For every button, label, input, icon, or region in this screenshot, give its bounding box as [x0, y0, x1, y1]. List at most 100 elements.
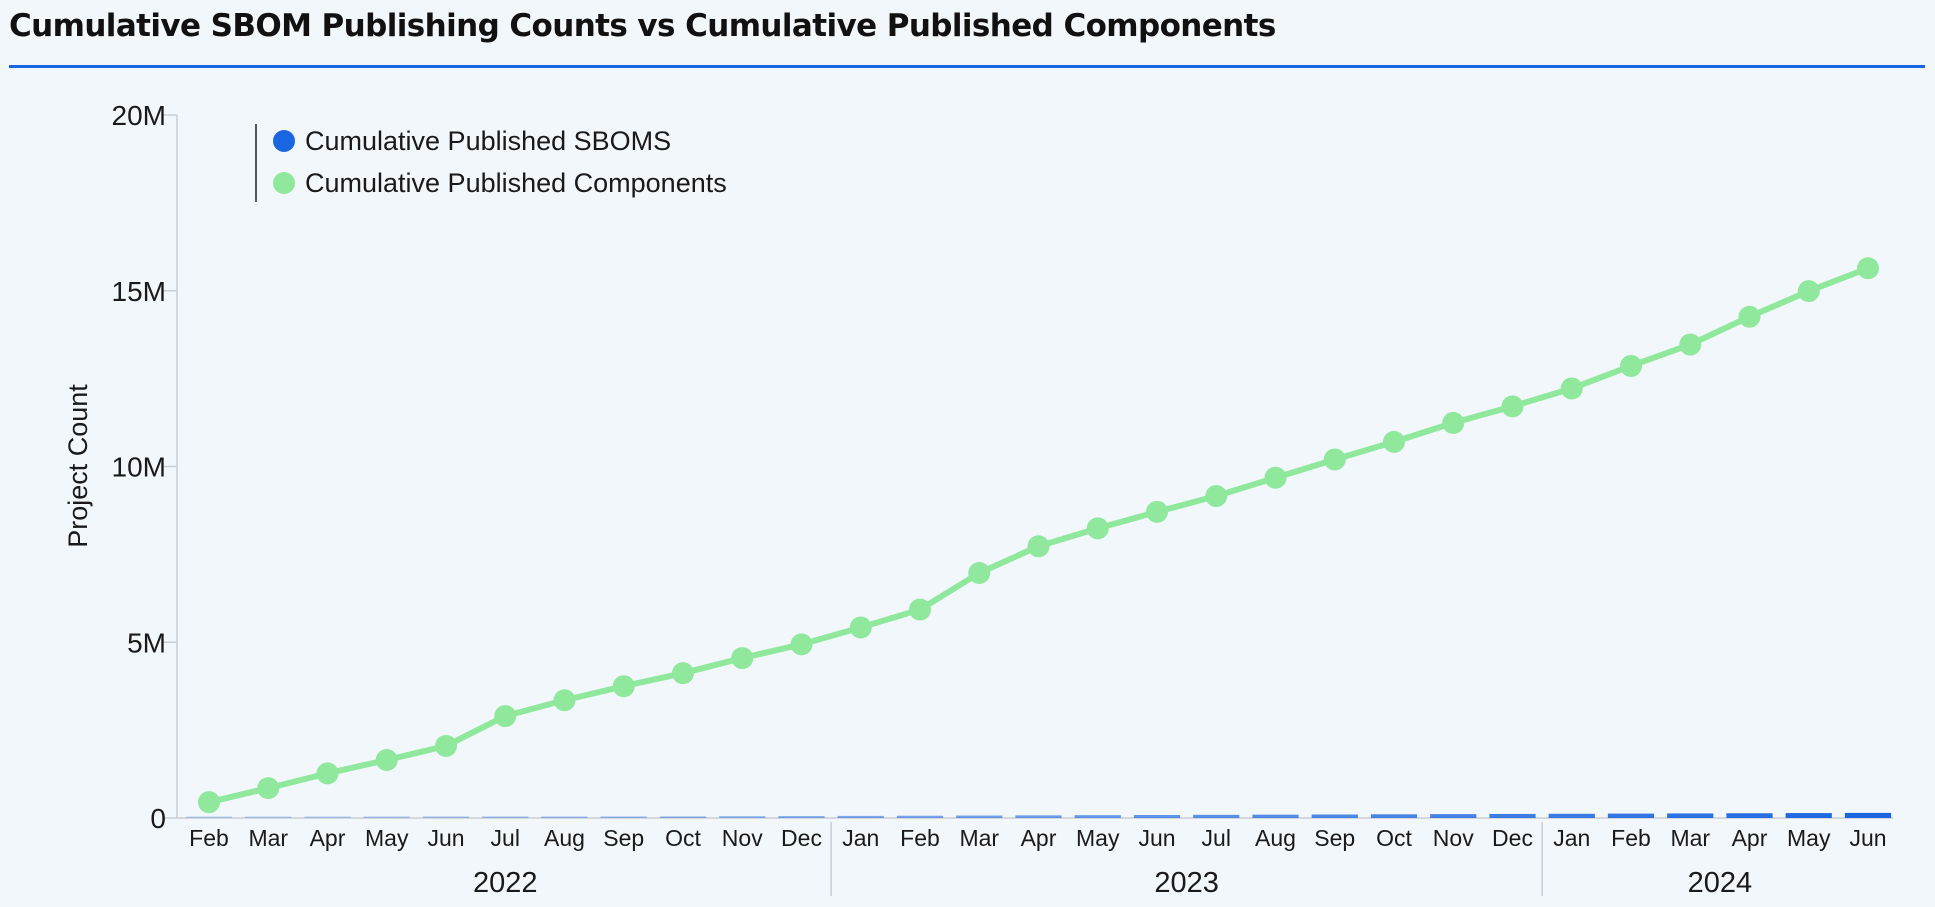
- components-point: [198, 791, 220, 814]
- components-point: [257, 777, 280, 800]
- legend-label: Cumulative Published SBOMS: [305, 126, 671, 156]
- x-tick-label: May: [365, 825, 409, 851]
- x-tick-label: Jun: [427, 825, 464, 851]
- components-point: [731, 647, 754, 670]
- components-point: [1383, 430, 1405, 453]
- components-point: [1679, 333, 1702, 356]
- x-tick-label: Apr: [1021, 825, 1057, 851]
- x-tick-label: Aug: [544, 825, 585, 851]
- sbom-bar: [719, 816, 766, 818]
- sbom-bar: [1430, 814, 1477, 818]
- x-tick-label: Jul: [1202, 825, 1231, 851]
- sbom-bar: [1193, 814, 1240, 818]
- components-point: [1442, 411, 1465, 434]
- sbom-bar: [245, 816, 292, 818]
- components-point: [612, 675, 635, 698]
- x-tick-label: Mar: [959, 825, 999, 851]
- year-label: 2023: [1154, 867, 1219, 899]
- sbom-bar: [185, 816, 233, 818]
- y-tick-label: 10M: [112, 452, 166, 483]
- y-tick-label: 0: [150, 803, 166, 834]
- year-label: 2024: [1688, 867, 1753, 899]
- components-point: [909, 598, 931, 621]
- components-point: [375, 749, 398, 772]
- x-tick-label: Jan: [1553, 825, 1590, 851]
- sbom-bar: [956, 815, 1003, 818]
- x-tick-label: Apr: [1732, 825, 1768, 851]
- sbom-bar: [659, 816, 707, 818]
- sbom-bar: [541, 816, 588, 818]
- components-point: [968, 562, 991, 585]
- x-tick-label: May: [1787, 825, 1831, 851]
- axes-layer: 0 5M 10M 15M 20M Feb Mar Apr May Jun Jul Aug Sep Oct N…: [112, 100, 1893, 899]
- components-point: [1027, 535, 1050, 558]
- x-tick-label: Sep: [1314, 825, 1355, 851]
- x-tick-label: Aug: [1255, 825, 1296, 851]
- legend: Cumulative Published SBOMS Cumulative Pub…: [255, 124, 727, 202]
- components-point: [1738, 305, 1761, 328]
- x-tick-label: Mar: [1670, 825, 1710, 851]
- y-tick-label: 20M: [112, 100, 166, 131]
- components-point: [1264, 466, 1287, 489]
- x-tick-label: Jun: [1849, 825, 1886, 851]
- sbom-bar: [1311, 814, 1358, 818]
- sbom-bar: [304, 816, 351, 818]
- components-point: [1323, 448, 1346, 471]
- components-point: [553, 689, 576, 712]
- sbom-bar: [1548, 813, 1595, 818]
- sbom-bar: [1785, 813, 1832, 818]
- components-point: [1205, 485, 1228, 508]
- components-point: [435, 734, 457, 757]
- y-axis-label: Project Count: [63, 384, 93, 548]
- components-point: [1857, 257, 1879, 280]
- sbom-bar: [422, 816, 470, 818]
- x-tick-label: Dec: [1492, 825, 1533, 851]
- x-tick-label: Dec: [781, 825, 822, 851]
- sbom-bar: [896, 815, 944, 818]
- sbom-bar: [1370, 814, 1418, 818]
- x-tick-label: Sep: [603, 825, 644, 851]
- sbom-bar: [1667, 813, 1714, 818]
- sbom-bar: [1074, 815, 1121, 818]
- components-point: [1501, 395, 1524, 418]
- components-point: [790, 633, 813, 656]
- sbom-bar: [1607, 813, 1655, 818]
- x-tick-label: Mar: [248, 825, 288, 851]
- sbom-bar: [778, 816, 825, 818]
- sbom-bar: [1015, 815, 1062, 818]
- y-tick-label: 5M: [127, 627, 166, 658]
- components-point: [316, 762, 339, 785]
- sbom-bar: [1844, 812, 1892, 818]
- sbom-bar: [1489, 813, 1536, 818]
- components-point: [1560, 377, 1583, 400]
- sbom-bar: [1726, 813, 1773, 818]
- components-point: [1086, 517, 1109, 540]
- components-point: [672, 662, 694, 685]
- x-tick-label: Jun: [1138, 825, 1175, 851]
- components-point: [494, 705, 517, 728]
- legend-label: Cumulative Published Components: [305, 168, 727, 198]
- x-tick-label: Nov: [1433, 825, 1474, 851]
- x-tick-label: Jan: [842, 825, 879, 851]
- sbom-bar: [363, 816, 410, 818]
- components-line: [206, 265, 1871, 806]
- sbom-bar: [1133, 815, 1181, 818]
- sbom-bar: [1252, 814, 1299, 818]
- chart-title: Cumulative SBOM Publishing Counts vs Cum…: [9, 8, 1276, 44]
- legend-swatch: [273, 130, 295, 152]
- sbom-bar: [482, 816, 529, 818]
- components-point: [849, 616, 872, 639]
- sbom-bar: [837, 815, 884, 818]
- x-tick-label: Oct: [665, 825, 701, 851]
- x-tick-label: Feb: [900, 825, 940, 851]
- x-tick-label: Oct: [1376, 825, 1412, 851]
- legend-swatch: [273, 172, 295, 194]
- x-tick-label: May: [1076, 825, 1120, 851]
- y-tick-label: 15M: [112, 276, 166, 307]
- components-point: [1146, 500, 1168, 523]
- components-point: [1797, 280, 1820, 303]
- x-tick-label: Feb: [1611, 825, 1651, 851]
- year-label: 2022: [473, 867, 538, 899]
- components-line-layer: [198, 257, 1879, 814]
- x-tick-label: Apr: [310, 825, 346, 851]
